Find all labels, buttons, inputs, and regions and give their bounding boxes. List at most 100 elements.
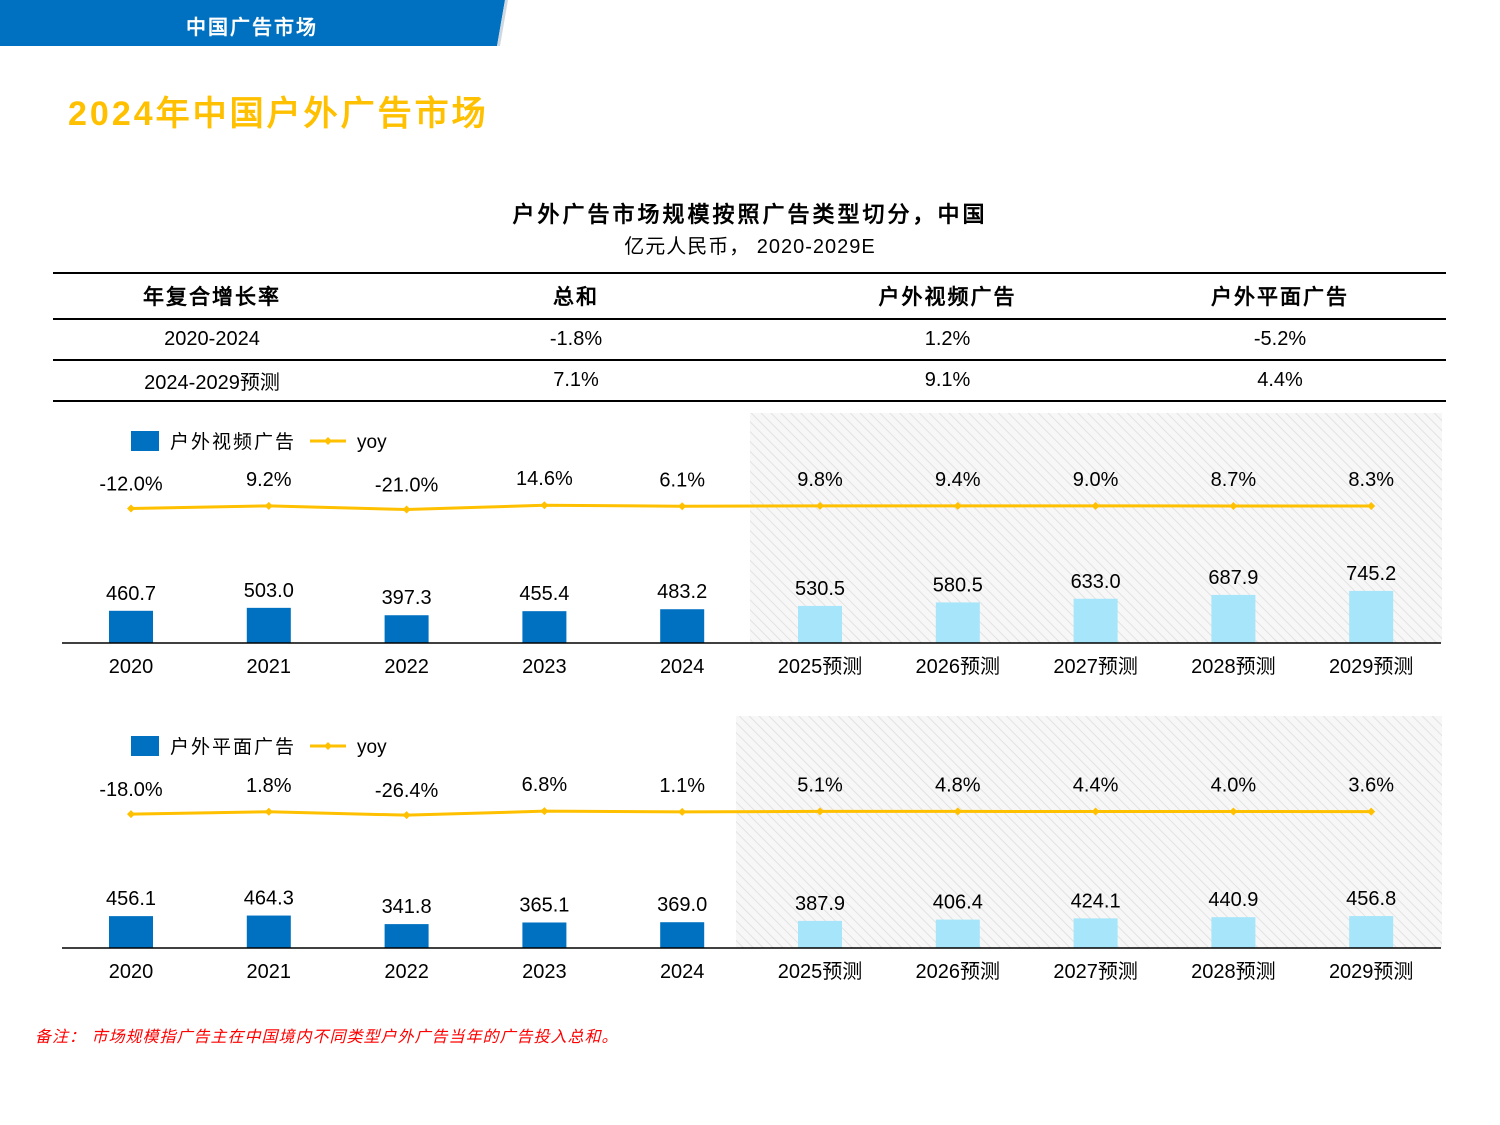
video-yoy-label: 9.8%	[797, 469, 843, 491]
cagr-cell: 2024-2029预测	[144, 372, 280, 394]
print-yoy-label: -26.4%	[375, 780, 439, 802]
video-yoy-label: -12.0%	[99, 473, 163, 495]
video-yoy-label: 8.7%	[1211, 469, 1257, 491]
print-bar-label: 365.1	[519, 894, 569, 916]
print-bar	[384, 924, 429, 948]
video-legend-line-marker	[324, 437, 332, 445]
video-yoy-point	[678, 502, 687, 511]
print-x-tick-label: 2021	[247, 961, 292, 983]
video-yoy-point	[1091, 501, 1100, 510]
print-yoy-point	[127, 810, 135, 819]
video-bar-label: 745.2	[1346, 563, 1396, 585]
print-bar	[1349, 916, 1394, 948]
video-bar-label: 687.9	[1208, 567, 1258, 589]
video-legend-bar-label: 户外视频广告	[170, 431, 296, 453]
video-bar-label: 455.4	[519, 583, 569, 605]
video-yoy-label: 9.4%	[935, 469, 981, 491]
print-bar-label: 456.8	[1346, 888, 1396, 910]
video-yoy-point	[1367, 502, 1376, 511]
cagr-header-total: 总和	[553, 286, 599, 309]
video-bar	[384, 615, 429, 643]
print-yoy-label: 4.8%	[935, 774, 981, 796]
video-yoy-label: 14.6%	[516, 468, 573, 490]
video-yoy-label: 9.2%	[246, 469, 292, 491]
print-bar	[1073, 918, 1118, 948]
chart-title: 户外广告市场规模按照广告类型切分，中国	[512, 202, 988, 227]
print-yoy-label: 4.4%	[1073, 774, 1119, 796]
print-yoy-point	[264, 807, 273, 816]
print-bar-label: 424.1	[1071, 890, 1121, 912]
print-bar	[1211, 917, 1256, 948]
video-bar	[1349, 590, 1394, 643]
cagr-cell: 4.4%	[1257, 369, 1303, 391]
video-bar-label: 633.0	[1071, 571, 1121, 593]
cagr-header-row: 年复合增长率 总和 户外视频广告 户外平面广告	[53, 273, 1446, 319]
video-yoy-point	[1229, 501, 1238, 510]
footnote: 备注： 市场规模指广告主在中国境内不同类型户外广告当年的广告投入总和。	[35, 1029, 619, 1046]
cagr-header-period: 年复合增长率	[143, 286, 281, 309]
print-x-tick-label: 2020	[109, 961, 154, 983]
video-x-tick-label: 2022	[384, 656, 429, 678]
video-yoy-label: 8.3%	[1348, 469, 1394, 491]
video-x-tick-label: 2029预测	[1329, 655, 1414, 678]
video-legend-line-label: yoy	[357, 432, 387, 453]
video-bar	[246, 607, 291, 643]
print-legend-bar-swatch	[131, 736, 159, 756]
cagr-table: 年复合增长率 总和 户外视频广告 户外平面广告 2020-2024 -1.8% …	[53, 272, 1446, 402]
print-yoy-point	[678, 807, 687, 816]
print-bar-label: 341.8	[382, 896, 432, 918]
print-x-tick-label: 2026预测	[916, 960, 1001, 983]
video-bar-label: 397.3	[382, 587, 432, 609]
cagr-header-video: 户外视频广告	[878, 286, 1017, 309]
print-bar	[660, 922, 705, 948]
cagr-cell: 9.1%	[924, 369, 971, 391]
print-yoy-label: 5.1%	[797, 774, 843, 796]
video-yoy-label: 6.1%	[659, 469, 705, 491]
print-x-tick-label: 2023	[522, 961, 567, 983]
video-bar-label: 530.5	[795, 578, 845, 600]
video-yoy-line	[130, 503, 1372, 512]
video-bar	[1073, 598, 1118, 643]
print-bar	[246, 915, 291, 948]
table-row: 2024-2029预测 7.1% 9.1% 4.4%	[53, 360, 1446, 401]
print-bar	[522, 922, 567, 948]
print-yoy-point	[540, 807, 549, 816]
print-yoy-label: 4.0%	[1211, 775, 1257, 797]
print-yoy-label: -18.0%	[99, 779, 163, 801]
print-bar-label: 440.9	[1208, 889, 1258, 911]
print-yoy-label: 3.6%	[1348, 775, 1394, 797]
video-yoy-point	[816, 501, 824, 510]
video-bar-label: 460.7	[106, 583, 156, 605]
cagr-cell: 2020-2024	[164, 328, 260, 350]
video-x-tick-label: 2028预测	[1191, 655, 1276, 678]
cagr-cell: 1.2%	[924, 328, 971, 350]
print-x-tick-label: 2024	[660, 961, 705, 983]
video-x-tick-label: 2025预测	[778, 655, 863, 678]
cagr-cell: -5.2%	[1253, 328, 1307, 350]
header-bar	[0, 0, 510, 48]
video-x-tick-label: 2024	[660, 656, 705, 678]
cagr-cell: 7.1%	[553, 369, 599, 391]
video-bar	[935, 602, 980, 643]
video-ad-chart: 户外视频广告 yoy -12.0% 9.2% -21.0% 14.6% 6.1% 9.8% 9.…	[62, 413, 1442, 678]
print-legend-line-marker	[324, 742, 332, 750]
video-bar	[1211, 594, 1256, 643]
video-x-tick-label: 2023	[522, 656, 567, 678]
print-yoy-point	[816, 807, 824, 816]
print-legend-bar-label: 户外平面广告	[170, 736, 296, 758]
print-x-tick-label: 2027预测	[1053, 960, 1138, 983]
video-bar	[109, 610, 153, 643]
video-bar	[660, 609, 705, 643]
page-title: 2024年中国户外广告市场	[68, 95, 489, 133]
print-yoy-line	[130, 809, 1372, 817]
video-yoy-point	[953, 501, 962, 510]
print-x-tick-label: 2029预测	[1329, 960, 1414, 983]
print-yoy-label: 1.8%	[246, 775, 292, 797]
video-bar-label: 483.2	[657, 581, 707, 603]
print-bar	[935, 919, 980, 948]
chart-subtitle: 亿元人民币， 2020-2029E	[624, 236, 876, 258]
print-yoy-label: 1.1%	[659, 775, 705, 797]
print-x-tick-label: 2022	[384, 961, 429, 983]
table-row: 2020-2024 -1.8% 1.2% -5.2%	[53, 319, 1446, 360]
video-yoy-point	[127, 504, 135, 513]
